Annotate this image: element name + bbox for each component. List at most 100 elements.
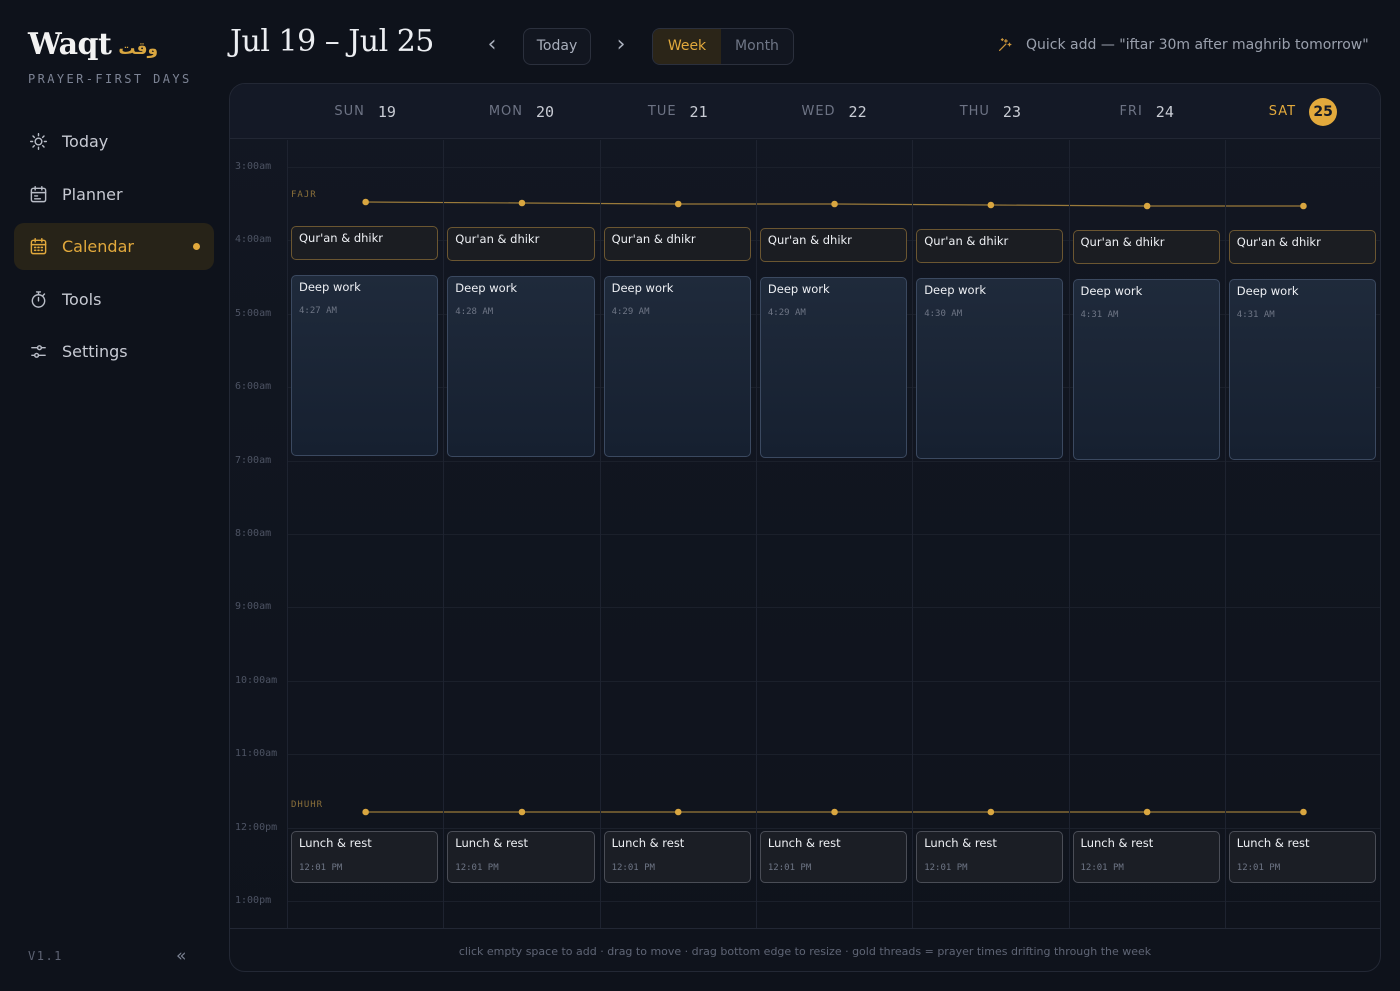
day-header-thu[interactable]: THU 23 <box>912 84 1068 139</box>
view-toggle: Week Month <box>652 28 794 65</box>
quick-add-placeholder: Quick add — "iftar 30m after maghrib tom… <box>1026 37 1369 53</box>
prayer-time-dot <box>518 199 526 207</box>
event-time: 12:01 PM <box>1236 863 1281 873</box>
event-quran-dhikr[interactable]: Qur'an & dhikr <box>1072 229 1220 264</box>
event-quran-dhikr[interactable]: Qur'an & dhikr <box>447 226 595 261</box>
version-label: V1.1 <box>28 949 63 963</box>
event-title: Deep work <box>767 282 830 297</box>
sidebar-item-settings[interactable]: Settings <box>14 328 214 375</box>
prayer-thread-fajr <box>365 201 1304 207</box>
day-date: 24 <box>1155 102 1174 121</box>
brand-logo[interactable]: Waqt وقت <box>28 27 158 62</box>
day-header-fri[interactable]: FRI 24 <box>1069 84 1225 139</box>
today-button[interactable]: Today <box>523 28 591 65</box>
event-lunch-rest[interactable]: Lunch & rest 12:01 PM <box>916 831 1064 883</box>
event-quran-dhikr[interactable]: Qur'an & dhikr <box>916 228 1064 263</box>
quick-add-input[interactable]: Quick add — "iftar 30m after maghrib tom… <box>996 36 1369 54</box>
sidebar-item-label: Today <box>62 132 109 151</box>
day-header-row: SUN 19 MON 20 TUE 21 WED 22 THU 23 FRI 24 SAT 25 <box>230 84 1380 139</box>
day-column-divider <box>443 140 445 928</box>
event-title: Qur'an & dhikr <box>299 231 384 245</box>
stopwatch-icon <box>28 289 48 309</box>
prayer-time-dot <box>831 808 838 816</box>
sidebar-item-tools[interactable]: Tools <box>14 276 214 323</box>
day-date: 20 <box>536 102 555 121</box>
day-header-mon[interactable]: MON 20 <box>443 84 599 139</box>
event-title: Lunch & rest <box>767 836 841 850</box>
view-month-button[interactable]: Month <box>735 38 779 54</box>
day-header-tue[interactable]: TUE 21 <box>600 84 756 139</box>
time-grid[interactable]: 3:00am 4:00am 5:00am 6:00am 7:00am 8:00am 9:00… <box>230 140 1380 928</box>
hour-gridline <box>287 827 1380 829</box>
event-time: 4:27 AM <box>299 306 337 316</box>
planner-icon <box>28 184 48 204</box>
event-quran-dhikr[interactable]: Qur'an & dhikr <box>759 228 908 263</box>
event-lunch-rest[interactable]: Lunch & rest 12:01 PM <box>447 831 595 883</box>
sparkle-icon <box>998 38 1012 52</box>
collapse-sidebar-button[interactable]: « <box>176 946 187 966</box>
sidebar-item-today[interactable]: Today <box>14 118 214 165</box>
hour-label: 9:00am <box>235 601 272 613</box>
event-deep-work[interactable]: Deep work 4:30 AM <box>916 277 1064 459</box>
hour-label: 10:00am <box>235 674 278 686</box>
event-lunch-rest[interactable]: Lunch & rest 12:01 PM <box>603 831 751 883</box>
hour-label: 3:00am <box>235 161 272 172</box>
event-deep-work[interactable]: Deep work 4:28 AM <box>447 275 595 457</box>
event-time: 12:01 PM <box>611 863 655 873</box>
event-title: Lunch & rest <box>455 836 529 850</box>
event-deep-work[interactable]: Deep work 4:29 AM <box>759 277 908 459</box>
hour-gridline <box>287 607 1380 609</box>
hour-label: 5:00am <box>235 307 272 319</box>
hour-label: 11:00am <box>235 748 278 760</box>
prayer-time-dot <box>1143 808 1151 816</box>
day-date: 19 <box>377 102 396 121</box>
hour-label: 1:00pm <box>235 895 272 906</box>
day-header-sat[interactable]: SAT 25 <box>1225 84 1380 139</box>
event-lunch-rest[interactable]: Lunch & rest 12:01 PM <box>291 831 439 883</box>
day-header-sun[interactable]: SUN 19 <box>287 84 443 139</box>
event-time: 4:31 AM <box>1236 310 1275 321</box>
event-quran-dhikr[interactable]: Qur'an & dhikr <box>1228 230 1377 265</box>
event-lunch-rest[interactable]: Lunch & rest 12:01 PM <box>1072 831 1220 883</box>
event-deep-work[interactable]: Deep work 4:27 AM <box>291 275 439 456</box>
sidebar-item-calendar[interactable]: Calendar <box>14 223 214 270</box>
event-lunch-rest[interactable]: Lunch & rest 12:01 PM <box>759 831 908 883</box>
event-deep-work[interactable]: Deep work 4:31 AM <box>1228 279 1377 461</box>
day-column-divider <box>599 140 601 928</box>
brand-tagline: PRAYER-FIRST DAYS <box>28 72 192 86</box>
sidebar: Waqt وقت PRAYER-FIRST DAYS Today Planner… <box>0 0 229 991</box>
event-time: 12:01 PM <box>455 863 499 873</box>
event-title: Lunch & rest <box>299 836 372 850</box>
event-lunch-rest[interactable]: Lunch & rest 12:01 PM <box>1228 831 1377 883</box>
event-time: 12:01 PM <box>299 863 343 873</box>
event-title: Deep work <box>924 282 986 297</box>
next-week-button[interactable]: › <box>616 32 626 57</box>
previous-week-button[interactable]: ‹ <box>487 32 497 57</box>
hour-gridline <box>287 901 1380 902</box>
event-quran-dhikr[interactable]: Qur'an & dhikr <box>603 227 751 262</box>
prayer-time-dot <box>362 198 369 206</box>
event-title: Qur'an & dhikr <box>1236 235 1321 250</box>
sidebar-item-planner[interactable]: Planner <box>14 171 214 218</box>
day-column-divider <box>287 140 288 928</box>
prayer-time-dot <box>674 200 682 208</box>
day-date: 22 <box>848 102 867 121</box>
day-column-divider <box>1068 140 1070 928</box>
sidebar-item-label: Calendar <box>62 237 134 256</box>
event-time: 4:29 AM <box>611 307 650 318</box>
event-deep-work[interactable]: Deep work 4:29 AM <box>603 276 751 458</box>
view-week-button[interactable]: Week <box>653 29 721 64</box>
sliders-icon <box>28 342 48 362</box>
prayer-time-dot <box>831 200 838 208</box>
event-title: Qur'an & dhikr <box>767 233 852 248</box>
day-of-week: WED <box>801 104 836 119</box>
event-deep-work[interactable]: Deep work 4:31 AM <box>1072 278 1220 460</box>
day-of-week: SAT <box>1268 104 1297 119</box>
event-title: Lunch & rest <box>924 836 997 850</box>
date-range-title: Jul 19 – Jul 25 <box>230 24 434 59</box>
event-title: Deep work <box>1080 283 1143 298</box>
event-quran-dhikr[interactable]: Qur'an & dhikr <box>291 226 439 260</box>
day-header-wed[interactable]: WED 22 <box>756 84 912 139</box>
day-column-divider <box>755 140 757 928</box>
prayer-time-dot <box>1300 202 1307 210</box>
